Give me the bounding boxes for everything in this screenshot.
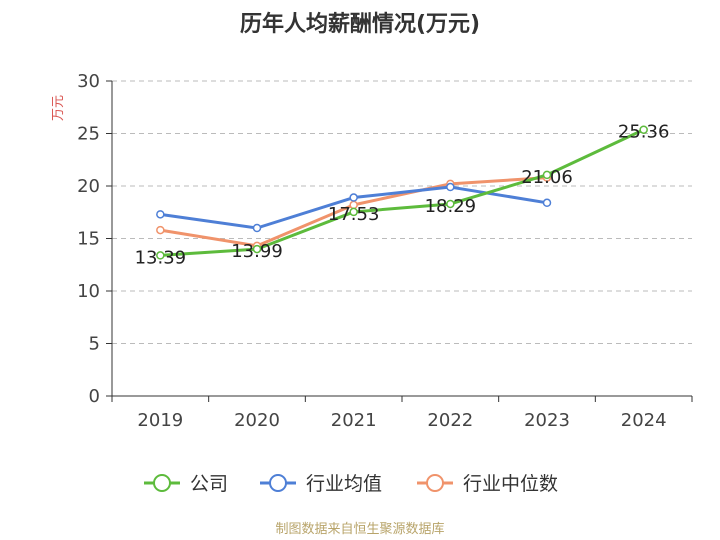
- data-point: [639, 125, 648, 134]
- legend-label: 公司: [190, 473, 228, 495]
- chart-title: 历年人均薪酬情况(万元): [239, 12, 481, 37]
- data-point: [252, 244, 262, 254]
- data-point: [542, 170, 552, 180]
- data-label: 21.06: [521, 167, 573, 188]
- data-point: [446, 199, 455, 209]
- data-point: [349, 193, 358, 202]
- x-tick-label: 2023: [524, 410, 570, 431]
- data-labels: 13.39 13.99 17.53 18.29 21.06 25.36: [135, 122, 670, 269]
- y-tick-label: 10: [77, 281, 100, 302]
- data-label: 17.53: [328, 204, 380, 225]
- data-point: [156, 210, 165, 219]
- x-tick-label: 2024: [621, 410, 667, 431]
- y-tick-label: 5: [89, 334, 100, 355]
- data-label: 13.39: [135, 247, 187, 268]
- legend-marker: [269, 474, 287, 492]
- legend-label: 行业中位数: [463, 473, 558, 495]
- y-tick-label: 15: [77, 229, 100, 250]
- axes: 0 5 10 15 20 25 30 万元 2019 2020 2021 2022 2023 2024: [51, 71, 693, 431]
- y-tick-label: 0: [89, 386, 100, 407]
- data-point: [156, 225, 165, 235]
- data-point: [252, 223, 262, 233]
- x-tick-label: 2020: [234, 410, 280, 431]
- x-tick-label: 2019: [137, 410, 183, 431]
- y-tick-label: 20: [77, 176, 100, 197]
- gridlines: [112, 80, 692, 344]
- y-tick-label: 30: [77, 71, 100, 92]
- data-label: 13.99: [231, 241, 283, 262]
- data-label: 18.29: [425, 196, 477, 217]
- series-line-0: [160, 128, 645, 257]
- data-point: [446, 182, 455, 192]
- x-tick-label: 2021: [331, 410, 377, 431]
- series-lines: [156, 125, 648, 260]
- legend-marker: [426, 474, 444, 492]
- source-footer: 制图数据来自恒生聚源数据库: [275, 522, 445, 537]
- legend-marker: [153, 474, 171, 492]
- data-point: [349, 207, 358, 217]
- data-label: 25.36: [618, 122, 670, 143]
- y-tick-label: 25: [77, 124, 100, 145]
- x-tick-label: 2022: [427, 410, 473, 431]
- legend-label: 行业均值: [306, 473, 382, 495]
- data-point: [542, 198, 552, 208]
- legend: 公司 行业均值 行业中位数: [144, 473, 558, 495]
- data-point: [156, 251, 165, 260]
- y-axis-label: 万元: [51, 95, 66, 121]
